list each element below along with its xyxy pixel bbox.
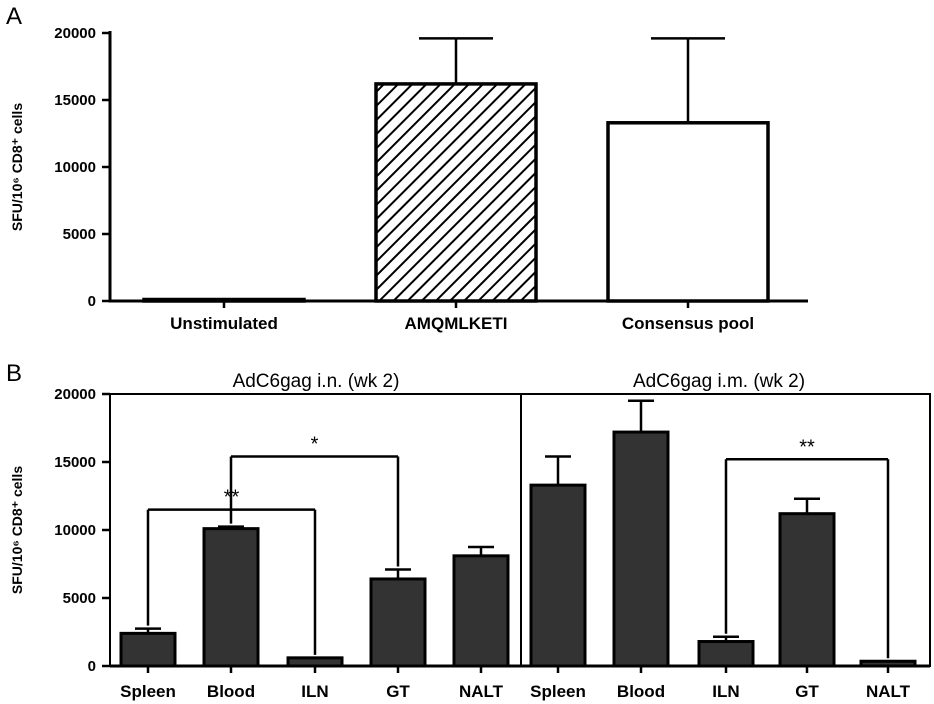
bar-spleen: [119, 631, 177, 668]
group-title: AdC6gag i.m. (wk 2): [633, 371, 805, 392]
panel-label-b: B: [6, 360, 22, 387]
bar-blood: [202, 527, 260, 668]
bar-nalt: [452, 554, 510, 668]
x-tick-label: GT: [795, 682, 819, 701]
x-tick-label: Unstimulated: [170, 314, 278, 333]
y-tick-label: 20000: [54, 386, 96, 403]
panel-a-chart: 0 5000 10000 15000 20000 Unstimulated AMQMLKET…: [9, 25, 808, 333]
x-tick-label: NALT: [866, 682, 911, 701]
panel-label-a: A: [6, 3, 22, 30]
bar-gt: [369, 577, 427, 668]
significance-label: **: [799, 436, 815, 458]
x-tick-label: ILN: [712, 682, 739, 701]
bar-amqmlketi: [374, 82, 538, 303]
bar-blood: [612, 430, 670, 668]
y-tick-label: 0: [88, 293, 96, 310]
significance-label: **: [224, 487, 240, 509]
significance-label: *: [311, 434, 319, 456]
x-tick-label: GT: [386, 682, 410, 701]
y-axis-label: SFU/10⁶ CD8⁺ cells: [9, 103, 25, 231]
bar-nalt: [859, 659, 917, 668]
x-tick-label: Spleen: [120, 682, 176, 701]
x-tick-label: Consensus pool: [622, 314, 754, 333]
y-tick-label: 5000: [63, 590, 96, 607]
x-tick-label: ILN: [301, 682, 328, 701]
bar-spleen: [529, 483, 587, 668]
y-tick-label: 15000: [54, 454, 96, 471]
panel-b-chart: 0 5000 10000 15000 20000 AdC6gag i.n. (wk 2) S…: [9, 371, 931, 701]
x-tick-label: Blood: [207, 682, 255, 701]
x-tick-label: AMQMLKETI: [405, 314, 508, 333]
bar-gt: [778, 512, 836, 668]
y-tick-label: 20000: [54, 25, 96, 42]
bar-consensus-pool: [606, 121, 770, 303]
x-tick-label: Spleen: [530, 682, 586, 701]
x-tick-label: NALT: [459, 682, 504, 701]
y-tick-label: 10000: [54, 159, 96, 176]
y-tick-label: 10000: [54, 522, 96, 539]
bar-iln: [286, 656, 344, 668]
bar-iln: [697, 640, 755, 668]
y-tick-label: 5000: [63, 226, 96, 243]
y-axis-label: SFU/10⁶ CD8⁺ cells: [9, 466, 25, 594]
y-tick-label: 0: [88, 658, 96, 675]
x-tick-label: Blood: [617, 682, 665, 701]
group-title: AdC6gag i.n. (wk 2): [233, 371, 400, 392]
y-tick-label: 15000: [54, 92, 96, 109]
